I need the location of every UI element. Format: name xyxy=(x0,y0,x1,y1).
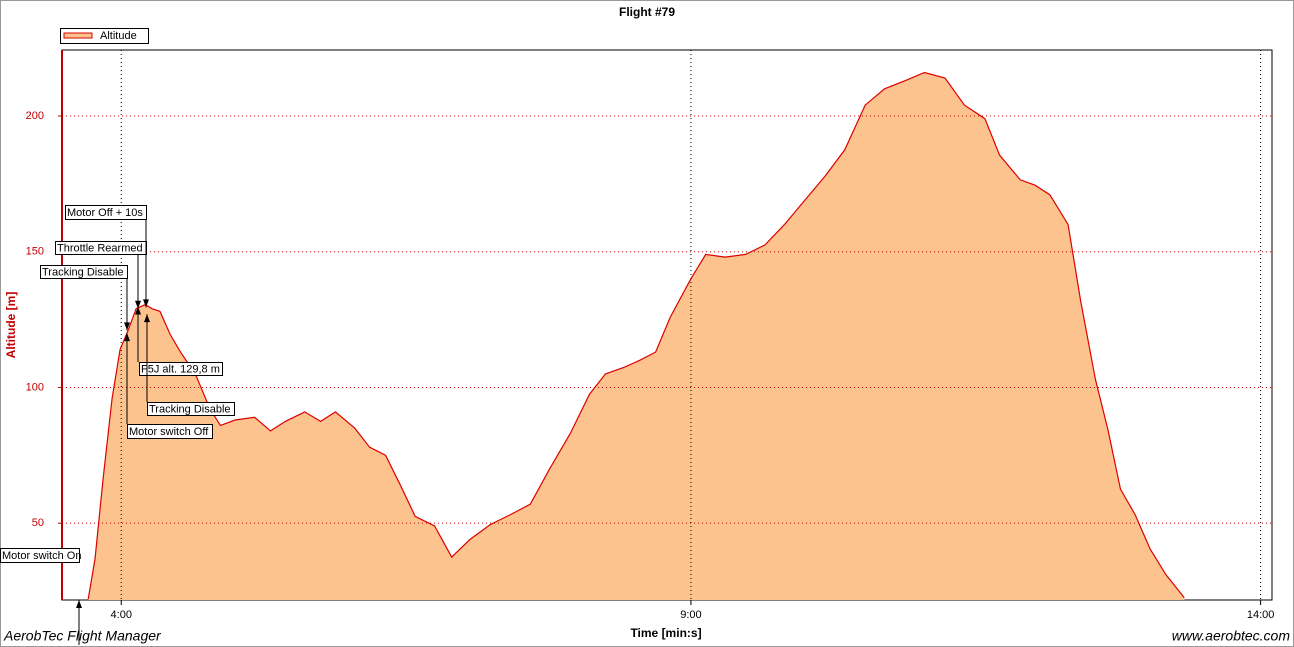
annotation-label: Motor Off + 10s xyxy=(67,207,143,219)
annotation-arrow xyxy=(76,600,82,608)
x-tick-label: 14:00 xyxy=(1247,609,1275,621)
annotation-box xyxy=(127,424,213,439)
annotation-arrow xyxy=(124,333,130,342)
y-tick-label: 200 xyxy=(26,110,44,122)
annotation-label: Tracking Disable xyxy=(42,266,124,278)
annotation-arrow xyxy=(143,299,149,308)
annotation-label: Throttle Rearmed xyxy=(57,242,143,254)
annotation-label: Motor switch Off xyxy=(129,426,209,438)
x-axis-label: Time [min:s] xyxy=(630,626,701,640)
chart-title: Flight #79 xyxy=(619,5,675,19)
y-tick-label: 150 xyxy=(26,246,44,258)
annotation-arrow xyxy=(144,314,150,323)
annotation-label: Tracking Disable xyxy=(149,403,231,415)
annotation-box xyxy=(40,265,128,279)
annotation-box xyxy=(65,205,147,220)
legend-box xyxy=(60,28,149,44)
annotation-box xyxy=(0,548,80,563)
annotation-box xyxy=(147,402,235,416)
legend-swatch xyxy=(63,32,93,39)
annotation-label: F5J alt. 129,8 m xyxy=(141,363,220,375)
annotation-arrow xyxy=(135,300,141,309)
x-tick-label: 9:00 xyxy=(680,609,701,621)
annotation-label: Motor switch On xyxy=(2,550,81,562)
footer-left: AerobTec Flight Manager xyxy=(3,628,162,644)
area-fill xyxy=(88,72,1185,600)
annotation-box xyxy=(139,362,223,376)
annotation-arrow xyxy=(124,322,130,331)
y-tick-label: 100 xyxy=(26,381,44,393)
x-tick-label: 4:00 xyxy=(111,609,132,621)
y-tick-label: 50 xyxy=(32,517,44,529)
legend-label: Altitude xyxy=(100,30,137,42)
y-axis-label: Altitude [m] xyxy=(4,292,18,359)
annotation-arrow xyxy=(135,306,141,315)
footer-right: www.aerobtec.com xyxy=(1172,628,1291,644)
